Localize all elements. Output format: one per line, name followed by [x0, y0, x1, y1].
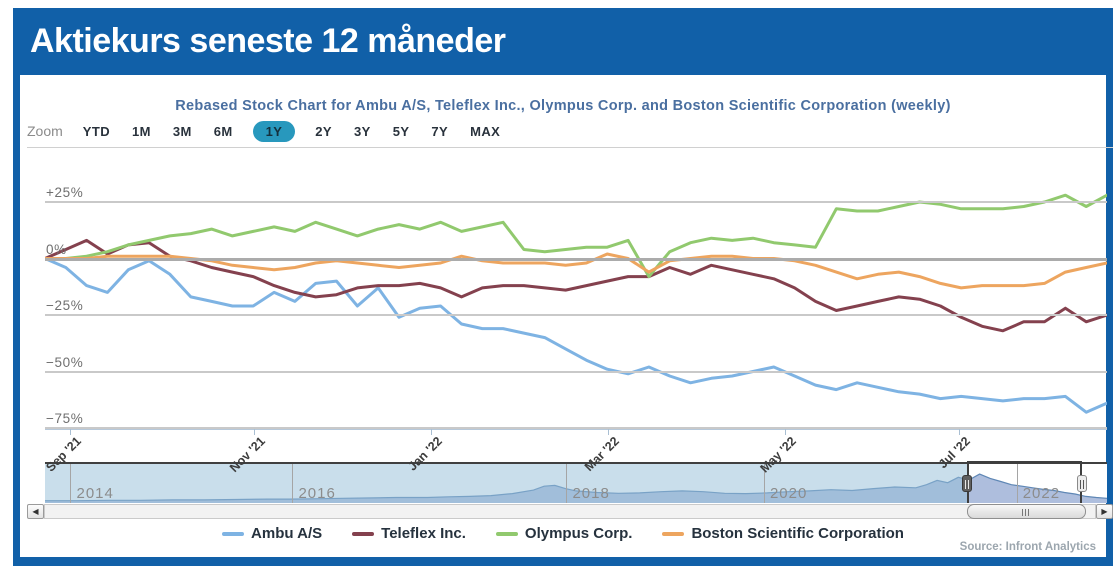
- navigator-selection-outline[interactable]: [966, 461, 1082, 503]
- navigator-year-gridline: [1016, 464, 1018, 503]
- y-axis-tick-label: +25%: [46, 185, 84, 200]
- zoom-button-ytd[interactable]: YTD: [81, 121, 112, 142]
- zoom-button-max[interactable]: MAX: [468, 121, 502, 142]
- y-axis-tick-label: −50%: [46, 354, 84, 370]
- navigator-left-handle-icon[interactable]: [961, 475, 972, 492]
- navigator-right-handle-icon[interactable]: [1076, 475, 1087, 492]
- navigator-top-border: [45, 462, 1107, 464]
- y-gridline: [45, 257, 1107, 261]
- scrollbar-thumb[interactable]: [966, 504, 1086, 519]
- x-axis-tick: [431, 429, 433, 435]
- legend-label: Ambu A/S: [251, 525, 323, 542]
- source-credit: Source: Infront Analytics: [959, 541, 1096, 553]
- navigator-year-gridline: [292, 464, 294, 503]
- navigator-year-gridline: [70, 464, 72, 503]
- legend-label: Teleflex Inc.: [381, 525, 466, 542]
- y-axis-tick-label: 0%: [46, 241, 67, 257]
- legend-swatch-icon: [662, 531, 685, 536]
- page-title: Aktiekurs seneste 12 måneder: [30, 22, 506, 60]
- zoom-button-6m[interactable]: 6M: [212, 121, 235, 142]
- zoom-button-7y[interactable]: 7Y: [429, 121, 450, 142]
- legend-swatch-icon: [495, 531, 518, 536]
- navigator[interactable]: 2014 2016 2018 2020 2022: [45, 464, 1107, 503]
- scrollbar-track[interactable]: [44, 504, 1096, 519]
- legend-swatch-icon: [222, 531, 245, 536]
- zoom-range-selector: Zoom YTD 1M 3M 6M 1Y 2Y 3Y 5Y 7Y MAX: [27, 119, 502, 143]
- legend: Ambu A/S Teleflex Inc. Olympus Corp. Boston…: [20, 525, 1106, 542]
- series-line-teleflex-inc-: [45, 238, 1107, 333]
- x-axis-tick: [69, 429, 71, 435]
- zoom-button-1m[interactable]: 1M: [130, 121, 153, 142]
- zoom-button-3y[interactable]: 3Y: [352, 121, 373, 142]
- header-bar: Aktiekurs seneste 12 måneder: [20, 8, 1106, 75]
- legend-label: Boston Scientific Corporation: [691, 525, 904, 542]
- zoom-button-2y[interactable]: 2Y: [313, 121, 334, 142]
- series-line-ambu-a-s: [45, 257, 1107, 414]
- zoom-button-3m[interactable]: 3M: [171, 121, 194, 142]
- chart-card: Aktiekurs seneste 12 måneder Rebased Sto…: [13, 8, 1113, 566]
- navigator-year-label: 2022: [1022, 485, 1061, 502]
- zoom-label: Zoom: [27, 123, 63, 139]
- x-axis-tick: [785, 429, 786, 435]
- series-line-olympus-corp-: [45, 193, 1107, 279]
- y-gridline: [45, 201, 1107, 203]
- navigator-year-label: 2020: [769, 485, 808, 502]
- series-lines: [45, 193, 1107, 414]
- x-axis-tick: [958, 429, 960, 435]
- y-gridline: [45, 427, 1107, 429]
- legend-item-ambu-a-s[interactable]: Ambu A/S: [222, 525, 322, 542]
- zoom-button-1y[interactable]: 1Y: [252, 120, 296, 142]
- y-gridline: [45, 314, 1107, 316]
- divider-line: [27, 147, 1113, 148]
- navigator-year-gridline: [763, 464, 765, 503]
- navigator-year-gridline: [566, 464, 568, 503]
- y-axis-tick-label: −75%: [46, 411, 84, 426]
- y-axis-tick-label: −25%: [46, 298, 84, 313]
- zoom-button-5y[interactable]: 5Y: [391, 121, 412, 142]
- navigator-outside-mask: [45, 464, 967, 503]
- legend-label: Olympus Corp.: [524, 525, 633, 542]
- grip-lines-icon: [1079, 480, 1085, 489]
- legend-item-boston-scientific-corporation[interactable]: Boston Scientific Corporation: [662, 525, 904, 542]
- y-gridline: [45, 370, 1107, 373]
- legend-item-olympus-corp-[interactable]: Olympus Corp.: [495, 525, 633, 542]
- x-axis-line: [45, 428, 1107, 430]
- navigator-scrollbar[interactable]: ◀ ▶: [27, 504, 1113, 519]
- series-line-boston-scientific-corporation: [45, 252, 1107, 290]
- grip-lines-icon: [1022, 509, 1031, 516]
- navigator-year-label: 2018: [572, 485, 610, 502]
- scrollbar-left-arrow-icon[interactable]: ◀: [27, 504, 44, 519]
- legend-swatch-icon: [352, 531, 375, 536]
- x-axis-tick: [607, 429, 609, 435]
- x-axis-tick: [254, 429, 255, 435]
- chart-title: Rebased Stock Chart for Ambu A/S, Telefl…: [175, 98, 951, 114]
- legend-item-teleflex-inc-[interactable]: Teleflex Inc.: [352, 525, 466, 542]
- navigator-year-label: 2014: [76, 485, 114, 502]
- grip-lines-icon: [964, 480, 970, 489]
- scrollbar-right-arrow-icon[interactable]: ▶: [1096, 504, 1113, 519]
- navigator-year-label: 2016: [298, 485, 336, 502]
